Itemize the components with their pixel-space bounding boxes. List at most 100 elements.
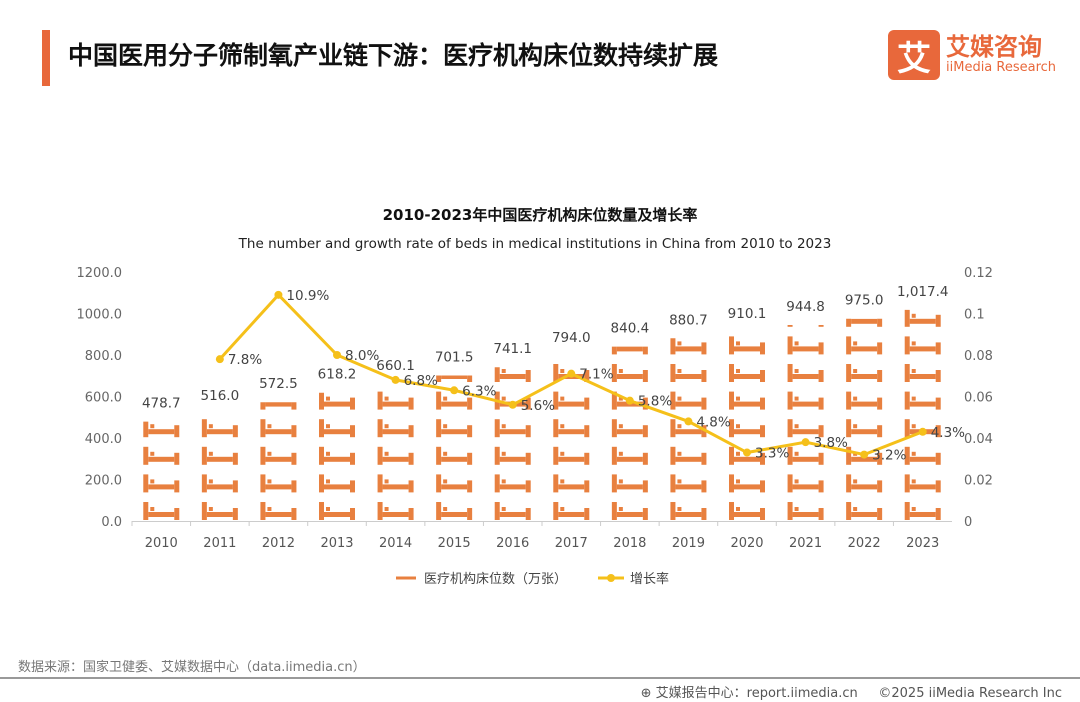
- bed-icon-pillow: [911, 369, 916, 373]
- bed-icon-foot: [818, 370, 824, 382]
- bed-icon-head: [143, 474, 149, 493]
- y-left-tick: 400.0: [85, 432, 122, 447]
- bed-icon-head: [611, 346, 617, 355]
- globe-icon: ⊕: [640, 686, 652, 701]
- bar-value-label: 880.7: [669, 312, 708, 328]
- bed-icon-pillow: [677, 507, 682, 511]
- bed-icon-pillow: [208, 479, 213, 484]
- bed-icon-head: [729, 502, 734, 520]
- growth-rate-point: [625, 396, 634, 405]
- bed-icon-foot: [584, 452, 590, 465]
- bar-value-label: 572.5: [259, 376, 298, 392]
- bed-icon-head: [904, 419, 910, 438]
- bed-icon-pillow: [794, 424, 799, 429]
- bed-icon-frame: [734, 374, 760, 379]
- bed-icon-pillow: [736, 369, 740, 373]
- bed-icon-foot: [877, 452, 883, 465]
- bed-icon-head: [904, 502, 910, 520]
- y-right-tick: 0.12: [964, 266, 993, 281]
- bed-icon-head: [611, 391, 617, 410]
- bed-icon-foot: [935, 508, 941, 520]
- x-tick-label: 2019: [672, 536, 705, 551]
- bed-icon-head: [904, 336, 910, 355]
- logo-mark: 艾: [888, 30, 940, 80]
- bed-icon-pillow: [501, 451, 506, 456]
- logo: 艾 艾媒咨询 iiMedia Research: [888, 30, 1056, 80]
- bed-icon-foot: [701, 370, 707, 382]
- bed-icon-head: [729, 446, 734, 465]
- bed-icon-foot: [701, 342, 707, 355]
- bed-icon-pillow: [911, 451, 916, 456]
- bed-icon-foot: [291, 480, 297, 493]
- bed-icon-pillow: [326, 424, 330, 429]
- bed-icon-pillow: [911, 507, 916, 511]
- bed-icon-head: [904, 309, 910, 327]
- y-right-tick: 0.02: [964, 474, 993, 489]
- bed-icon-frame: [441, 512, 468, 517]
- bed-icon-foot: [818, 508, 824, 520]
- bed-icon-frame: [441, 401, 468, 407]
- bed-icon-foot: [525, 508, 531, 520]
- bed-icon-foot: [701, 452, 707, 465]
- growth-rate-label: 7.8%: [228, 352, 262, 368]
- bed-icon-frame: [324, 456, 350, 462]
- bed-icon-pillow: [560, 396, 565, 401]
- bed-icon-foot: [935, 314, 941, 327]
- bed-icon-pillow: [501, 479, 506, 484]
- bed-icon-frame: [909, 401, 936, 407]
- bed-icon-head: [670, 446, 676, 465]
- legend-line-label: 增长率: [630, 571, 669, 587]
- bar-2023: [904, 309, 941, 520]
- bed-icon-frame: [382, 429, 409, 435]
- bar-2015: [436, 375, 473, 520]
- bed-icon-foot: [350, 452, 355, 465]
- bed-icon-pillow: [853, 341, 858, 346]
- bed-icon-foot: [760, 452, 765, 465]
- x-tick-label: 2023: [906, 536, 939, 551]
- bar-value-label: 478.7: [142, 396, 181, 412]
- bed-icon-pillow: [326, 396, 330, 401]
- bed-icon-foot: [642, 346, 648, 355]
- legend-bar-label: 医疗机构床位数（万张）: [424, 572, 567, 587]
- bed-icon-head: [260, 419, 266, 438]
- bed-icon-head: [787, 324, 793, 327]
- bed-icon-head: [494, 419, 500, 438]
- x-tick-label: 2014: [379, 536, 412, 551]
- growth-rate-point: [508, 400, 517, 409]
- bed-icon-pillow: [677, 341, 682, 346]
- bed-icon-foot: [760, 508, 765, 520]
- bed-icon-head: [846, 364, 852, 382]
- bed-icon-pillow: [853, 424, 858, 429]
- bed-icon-head: [611, 364, 617, 382]
- bed-icon-frame: [851, 512, 878, 517]
- bed-icon-frame: [265, 402, 292, 407]
- x-tick-label: 2010: [145, 536, 178, 551]
- bed-icon-frame: [148, 512, 175, 517]
- bed-icon-head: [787, 474, 793, 493]
- bed-icon-frame: [558, 512, 585, 517]
- bed-icon-head: [904, 446, 910, 465]
- bed-icon-pillow: [853, 369, 858, 373]
- growth-rate-point: [391, 375, 400, 384]
- bed-icon-frame: [792, 484, 819, 490]
- bed-icon-foot: [760, 480, 765, 493]
- bed-icon-foot: [642, 397, 648, 410]
- legend: 医疗机构床位数（万张） 增长率: [396, 571, 669, 587]
- bed-icon-head: [143, 502, 149, 520]
- bed-icon-frame: [792, 374, 819, 379]
- bar-value-label: 975.0: [845, 293, 884, 309]
- bed-icon-frame: [851, 346, 878, 352]
- bed-icon-pillow: [736, 507, 740, 511]
- bed-icon-pillow: [501, 369, 506, 373]
- bed-icon-foot: [642, 508, 648, 520]
- bed-icon-head: [260, 402, 266, 410]
- report-link[interactable]: 艾媒报告中心：report.iimedia.cn: [655, 686, 858, 701]
- bed-icon-frame: [792, 456, 819, 462]
- bed-icon-pillow: [618, 424, 623, 429]
- bed-icon-frame: [616, 484, 643, 490]
- x-tick-label: 2016: [496, 536, 529, 551]
- bed-icon-pillow: [560, 424, 565, 429]
- bed-icon-frame: [792, 429, 819, 435]
- bed-icon-head: [611, 446, 617, 465]
- bed-icon-foot: [701, 508, 707, 520]
